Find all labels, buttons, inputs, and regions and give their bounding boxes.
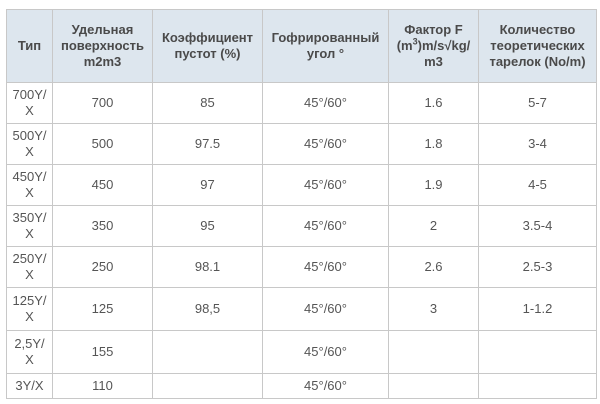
cell-factor: 1.9 bbox=[388, 164, 479, 206]
cell-angle: 45°/60° bbox=[262, 287, 389, 331]
cell-voids: 97.5 bbox=[152, 123, 263, 165]
cell-factor: 1.6 bbox=[388, 82, 479, 124]
table-row: 250Y/ X 250 98.1 45°/60° 2.6 2.5-3 bbox=[6, 246, 597, 288]
table-row: 125Y/ X 125 98,5 45°/60° 3 1-1.2 bbox=[6, 287, 597, 331]
table-row: 3Y/X 110 45°/60° bbox=[6, 373, 597, 399]
cell-angle: 45°/60° bbox=[262, 373, 389, 399]
header-factor: Фактор F (m3)m/s√kg/ m3 bbox=[388, 9, 479, 83]
cell-factor: 3 bbox=[388, 287, 479, 331]
cell-surface: 110 bbox=[52, 373, 153, 399]
header-type: Тип bbox=[6, 9, 53, 83]
header-row: Тип Удельная поверхность m2m3 Коэффициен… bbox=[6, 9, 597, 83]
cell-voids: 98,5 bbox=[152, 287, 263, 331]
cell-type: 500Y/ X bbox=[6, 123, 53, 165]
cell-type: 3Y/X bbox=[6, 373, 53, 399]
packing-specs-table: Тип Удельная поверхность m2m3 Коэффициен… bbox=[6, 9, 597, 399]
cell-plates bbox=[478, 330, 597, 374]
cell-voids bbox=[152, 373, 263, 399]
cell-factor: 2 bbox=[388, 205, 479, 247]
cell-type: 450Y/ X bbox=[6, 164, 53, 206]
header-surface: Удельная поверхность m2m3 bbox=[52, 9, 153, 83]
cell-factor: 2.6 bbox=[388, 246, 479, 288]
header-factor-post: )m/s√kg/ m3 bbox=[417, 38, 471, 69]
cell-voids bbox=[152, 330, 263, 374]
cell-angle: 45°/60° bbox=[262, 246, 389, 288]
cell-surface: 125 bbox=[52, 287, 153, 331]
cell-plates bbox=[478, 373, 597, 399]
cell-voids: 95 bbox=[152, 205, 263, 247]
cell-plates: 3.5-4 bbox=[478, 205, 597, 247]
cell-type: 2,5Y/ X bbox=[6, 330, 53, 374]
header-angle: Гофрированный угол ° bbox=[262, 9, 389, 83]
header-voids: Коэффициент пустот (%) bbox=[152, 9, 263, 83]
cell-voids: 98.1 bbox=[152, 246, 263, 288]
cell-angle: 45°/60° bbox=[262, 82, 389, 124]
cell-type: 700Y/ X bbox=[6, 82, 53, 124]
cell-type: 250Y/ X bbox=[6, 246, 53, 288]
cell-plates: 5-7 bbox=[478, 82, 597, 124]
table-row: 350Y/ X 350 95 45°/60° 2 3.5-4 bbox=[6, 205, 597, 247]
cell-factor: 1.8 bbox=[388, 123, 479, 165]
cell-voids: 97 bbox=[152, 164, 263, 206]
cell-angle: 45°/60° bbox=[262, 330, 389, 374]
cell-type: 125Y/ X bbox=[6, 287, 53, 331]
header-factor-sup: 3 bbox=[412, 36, 418, 47]
cell-voids: 85 bbox=[152, 82, 263, 124]
header-factor-pre: Фактор F (m bbox=[396, 22, 463, 53]
cell-surface: 350 bbox=[52, 205, 153, 247]
cell-plates: 4-5 bbox=[478, 164, 597, 206]
cell-type: 350Y/ X bbox=[6, 205, 53, 247]
cell-factor bbox=[388, 373, 479, 399]
cell-surface: 700 bbox=[52, 82, 153, 124]
cell-angle: 45°/60° bbox=[262, 164, 389, 206]
cell-surface: 250 bbox=[52, 246, 153, 288]
cell-surface: 450 bbox=[52, 164, 153, 206]
cell-factor bbox=[388, 330, 479, 374]
cell-angle: 45°/60° bbox=[262, 205, 389, 247]
table-row: 500Y/ X 500 97.5 45°/60° 1.8 3-4 bbox=[6, 123, 597, 165]
cell-angle: 45°/60° bbox=[262, 123, 389, 165]
header-plates: Количество теоретических тарелок (No/m) bbox=[478, 9, 597, 83]
cell-surface: 155 bbox=[52, 330, 153, 374]
cell-plates: 3-4 bbox=[478, 123, 597, 165]
table-row: 2,5Y/ X 155 45°/60° bbox=[6, 330, 597, 374]
cell-surface: 500 bbox=[52, 123, 153, 165]
table-row: 700Y/ X 700 85 45°/60° 1.6 5-7 bbox=[6, 82, 597, 124]
cell-plates: 2.5-3 bbox=[478, 246, 597, 288]
cell-plates: 1-1.2 bbox=[478, 287, 597, 331]
table-row: 450Y/ X 450 97 45°/60° 1.9 4-5 bbox=[6, 164, 597, 206]
